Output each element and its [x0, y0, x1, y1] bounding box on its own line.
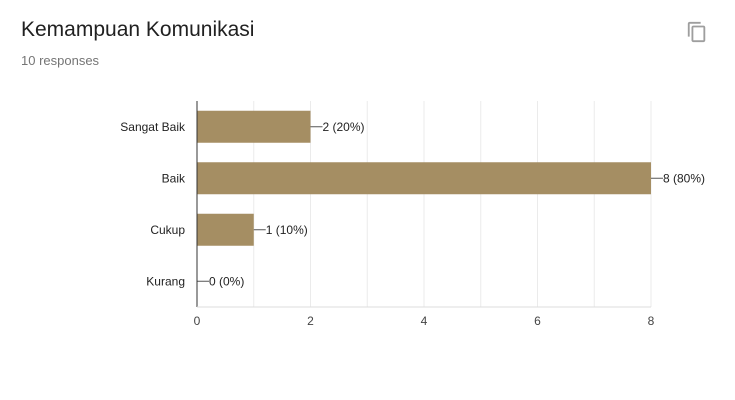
- copy-chart-button[interactable]: [686, 21, 708, 43]
- data-label: 1 (10%): [266, 223, 308, 237]
- category-label: Kurang: [146, 274, 185, 288]
- bar: [197, 213, 254, 246]
- category-label: Baik: [162, 171, 186, 185]
- x-tick-label: 2: [307, 314, 314, 328]
- x-tick-label: 0: [194, 314, 201, 328]
- bar: [197, 110, 311, 143]
- data-label: 2 (20%): [323, 120, 365, 134]
- bar: [197, 162, 651, 195]
- data-label: 0 (0%): [209, 274, 244, 288]
- data-label: 8 (80%): [663, 171, 705, 185]
- copy-icon: [687, 21, 706, 43]
- response-count: 10 responses: [21, 53, 100, 68]
- x-tick-label: 6: [534, 314, 541, 328]
- x-tick-label: 8: [648, 314, 655, 328]
- x-tick-label: 4: [421, 314, 428, 328]
- category-label: Sangat Baik: [120, 120, 186, 134]
- chart-title: Kemampuan Komunikasi: [21, 18, 255, 41]
- category-label: Cukup: [150, 223, 185, 237]
